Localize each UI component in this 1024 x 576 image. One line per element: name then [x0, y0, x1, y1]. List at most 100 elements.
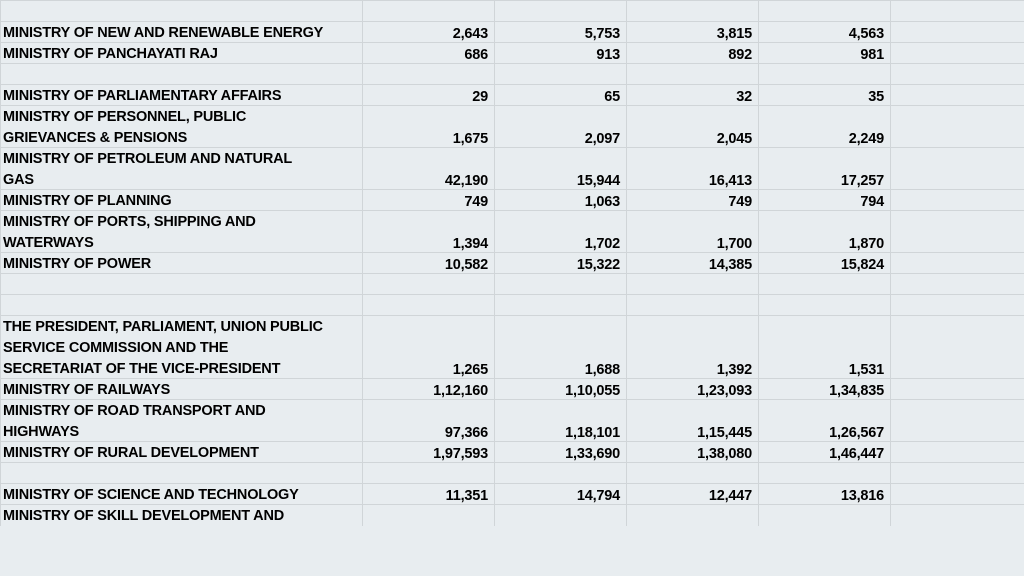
- value-cell: [891, 1, 1024, 22]
- value-cell: [627, 505, 759, 526]
- value-cell: [891, 316, 1024, 337]
- ministry-name-cell: MINISTRY OF NEW AND RENEWABLE ENERGY: [1, 22, 363, 43]
- value-cell: 29: [363, 85, 495, 106]
- value-cell: 1,97,593: [363, 442, 495, 463]
- value-cell: 1,702: [495, 232, 627, 253]
- value-cell: 749: [627, 190, 759, 211]
- ministry-name-cell: [1, 64, 363, 85]
- value-cell: [363, 211, 495, 232]
- value-cell: [891, 211, 1024, 232]
- table-row: MINISTRY OF PORTS, SHIPPING AND: [1, 211, 1024, 232]
- ministry-name-cell: WATERWAYS: [1, 232, 363, 253]
- table-row: SECRETARIAT OF THE VICE-PRESIDENT1,2651,…: [1, 358, 1024, 379]
- value-cell: [627, 274, 759, 295]
- value-cell: 1,38,080: [627, 442, 759, 463]
- value-cell: 1,10,055: [495, 379, 627, 400]
- table-row: MINISTRY OF NEW AND RENEWABLE ENERGY2,64…: [1, 22, 1024, 43]
- value-cell: 35: [759, 85, 891, 106]
- ministry-name-cell: THE PRESIDENT, PARLIAMENT, UNION PUBLIC: [1, 316, 363, 337]
- value-cell: 2,249: [759, 127, 891, 148]
- value-cell: [891, 358, 1024, 379]
- value-cell: [759, 400, 891, 421]
- ministry-name-cell: [1, 274, 363, 295]
- value-cell: [495, 400, 627, 421]
- value-cell: [627, 1, 759, 22]
- value-cell: [627, 148, 759, 169]
- value-cell: [891, 43, 1024, 64]
- ministry-name-cell: [1, 463, 363, 484]
- value-cell: [363, 337, 495, 358]
- ministry-name-cell: MINISTRY OF PERSONNEL, PUBLIC: [1, 106, 363, 127]
- value-cell: 1,18,101: [495, 421, 627, 442]
- value-cell: 1,688: [495, 358, 627, 379]
- value-cell: [891, 463, 1024, 484]
- ministry-name-cell: HIGHWAYS: [1, 421, 363, 442]
- value-cell: 749: [363, 190, 495, 211]
- value-cell: 4,563: [759, 22, 891, 43]
- ministry-name-cell: GAS: [1, 169, 363, 190]
- value-cell: [759, 316, 891, 337]
- table-row: MINISTRY OF PETROLEUM AND NATURAL: [1, 148, 1024, 169]
- value-cell: [495, 106, 627, 127]
- value-cell: 97,366: [363, 421, 495, 442]
- value-cell: [363, 463, 495, 484]
- table-row: MINISTRY OF PLANNING7491,063749794: [1, 190, 1024, 211]
- value-cell: 1,394: [363, 232, 495, 253]
- table-row: HIGHWAYS97,3661,18,1011,15,4451,26,567: [1, 421, 1024, 442]
- value-cell: [363, 1, 495, 22]
- table-row: MINISTRY OF PANCHAYATI RAJ686913892981: [1, 43, 1024, 64]
- value-cell: 12,447: [627, 484, 759, 505]
- value-cell: 15,322: [495, 253, 627, 274]
- value-cell: [363, 148, 495, 169]
- table-row: MINISTRY OF RURAL DEVELOPMENT1,97,5931,3…: [1, 442, 1024, 463]
- value-cell: [891, 232, 1024, 253]
- value-cell: [759, 1, 891, 22]
- table-row: MINISTRY OF POWER10,58215,32214,38515,82…: [1, 253, 1024, 274]
- value-cell: [495, 337, 627, 358]
- ministry-name-cell: SECRETARIAT OF THE VICE-PRESIDENT: [1, 358, 363, 379]
- value-cell: [891, 337, 1024, 358]
- table-row: MINISTRY OF ROAD TRANSPORT AND: [1, 400, 1024, 421]
- value-cell: [891, 400, 1024, 421]
- value-cell: 1,675: [363, 127, 495, 148]
- table-row: MINISTRY OF PERSONNEL, PUBLIC: [1, 106, 1024, 127]
- value-cell: [363, 64, 495, 85]
- value-cell: 1,33,690: [495, 442, 627, 463]
- ministry-name-cell: SERVICE COMMISSION AND THE: [1, 337, 363, 358]
- value-cell: 2,643: [363, 22, 495, 43]
- ministry-name-cell: MINISTRY OF SKILL DEVELOPMENT AND: [1, 505, 363, 526]
- value-cell: 1,700: [627, 232, 759, 253]
- value-cell: [495, 316, 627, 337]
- ministry-name-cell: MINISTRY OF PLANNING: [1, 190, 363, 211]
- value-cell: [759, 337, 891, 358]
- value-cell: [627, 463, 759, 484]
- table-row: GAS42,19015,94416,41317,257: [1, 169, 1024, 190]
- value-cell: 1,15,445: [627, 421, 759, 442]
- value-cell: [495, 64, 627, 85]
- ministry-name-cell: MINISTRY OF POWER: [1, 253, 363, 274]
- value-cell: [891, 253, 1024, 274]
- value-cell: [759, 211, 891, 232]
- value-cell: 1,392: [627, 358, 759, 379]
- value-cell: 65: [495, 85, 627, 106]
- table-row: MINISTRY OF PARLIAMENTARY AFFAIRS2965323…: [1, 85, 1024, 106]
- value-cell: [495, 505, 627, 526]
- value-cell: [891, 127, 1024, 148]
- ministry-name-cell: MINISTRY OF PORTS, SHIPPING AND: [1, 211, 363, 232]
- value-cell: 15,824: [759, 253, 891, 274]
- value-cell: [759, 106, 891, 127]
- value-cell: [759, 148, 891, 169]
- value-cell: [891, 442, 1024, 463]
- table-row: [1, 1, 1024, 22]
- value-cell: [891, 421, 1024, 442]
- table-row: SERVICE COMMISSION AND THE: [1, 337, 1024, 358]
- value-cell: 2,045: [627, 127, 759, 148]
- value-cell: [891, 169, 1024, 190]
- value-cell: [495, 211, 627, 232]
- table-row: GRIEVANCES & PENSIONS1,6752,0972,0452,24…: [1, 127, 1024, 148]
- table-row: MINISTRY OF SCIENCE AND TECHNOLOGY11,351…: [1, 484, 1024, 505]
- value-cell: 1,12,160: [363, 379, 495, 400]
- value-cell: 1,870: [759, 232, 891, 253]
- value-cell: [891, 295, 1024, 316]
- value-cell: [627, 64, 759, 85]
